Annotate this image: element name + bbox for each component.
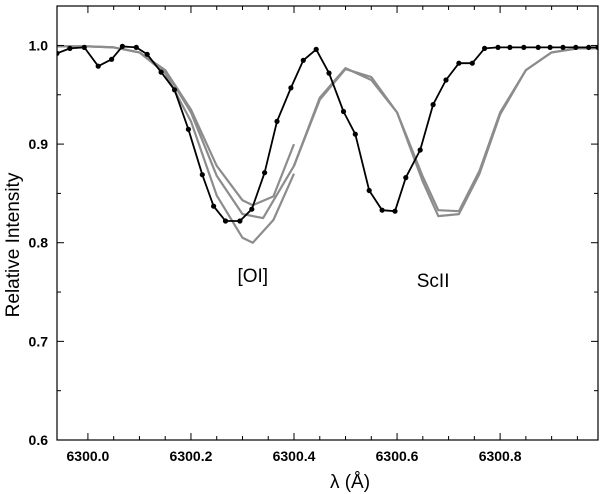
observed-data-point xyxy=(185,126,191,132)
observed-data-point xyxy=(392,208,398,214)
observed-data-point xyxy=(300,57,306,63)
observed-data-point xyxy=(560,44,566,51)
observed-data-point xyxy=(352,131,358,137)
observed-data-point xyxy=(456,60,462,66)
labels-layer: 6300.0 6300.2 6300.4 6300.6 6300.8 0.6 0.7 0.8 0… xyxy=(29,37,522,464)
observed-data-point xyxy=(482,45,488,52)
y-tick-label: 0.9 xyxy=(29,136,49,152)
observed-data-point xyxy=(133,44,139,51)
y-axis-label: Relative Intensity xyxy=(3,172,24,317)
observed-data-point xyxy=(535,44,541,51)
observed-data-point xyxy=(403,175,409,181)
observed-data-point xyxy=(547,44,553,51)
observed-data-point xyxy=(171,87,178,93)
synthetic-spectrum-line-4 xyxy=(292,47,598,218)
observed-data-point xyxy=(586,44,592,51)
observed-data-point xyxy=(379,207,385,213)
observed-data-point xyxy=(274,118,280,124)
observed-data-point xyxy=(211,203,217,209)
synthetic-spectrum-line-3 xyxy=(138,51,296,244)
y-tick-label: 0.7 xyxy=(29,333,49,349)
observed-data-point xyxy=(119,43,125,50)
observed-data-point xyxy=(495,44,501,51)
observed-data-point xyxy=(288,85,294,91)
observed-data-point xyxy=(507,44,513,51)
observed-data-point xyxy=(326,70,332,76)
observed-data-point xyxy=(158,69,164,75)
observed-data-point xyxy=(249,206,255,212)
observed-data-point xyxy=(57,50,60,56)
line-annotation: [OI] xyxy=(237,266,268,287)
observed-data-point xyxy=(262,170,268,176)
observed-data-point xyxy=(313,46,319,53)
observed-data-point xyxy=(469,60,475,66)
observed-data-point xyxy=(443,77,449,83)
x-tick-label: 6300.0 xyxy=(67,448,110,464)
observed-data-point xyxy=(430,102,436,108)
y-tick-label: 0.6 xyxy=(29,432,49,448)
y-tick-label: 1.0 xyxy=(29,37,49,53)
x-tick-label: 6300.2 xyxy=(170,448,213,464)
observed-data-point xyxy=(81,44,87,51)
observed-data-point xyxy=(222,218,229,224)
observed-data-point xyxy=(67,45,73,52)
x-tick-label: 6300.4 xyxy=(273,448,316,464)
observed-data-point xyxy=(366,187,372,194)
observed-data-point xyxy=(417,147,423,153)
observed-data-point xyxy=(199,172,205,178)
observed-data-point xyxy=(340,108,347,115)
observed-data-point xyxy=(95,63,101,69)
synthetic-spectrum-line-2 xyxy=(57,45,296,207)
axes-layer xyxy=(56,5,599,441)
observed-data-point xyxy=(109,56,115,62)
x-axis-label: λ (Å) xyxy=(330,472,370,493)
observed-data-point xyxy=(237,218,243,224)
observed-data-point xyxy=(144,51,150,57)
line-annotation: ScII xyxy=(417,271,450,292)
observed-data-point xyxy=(595,44,598,50)
series-layer xyxy=(57,43,598,244)
observed-data-point xyxy=(521,44,527,51)
observed-data-point xyxy=(573,44,579,51)
x-tick-label: 6300.6 xyxy=(376,448,419,464)
y-tick-label: 0.8 xyxy=(29,235,49,251)
x-tick-label: 6300.8 xyxy=(479,448,522,464)
plot-frame xyxy=(56,5,599,441)
